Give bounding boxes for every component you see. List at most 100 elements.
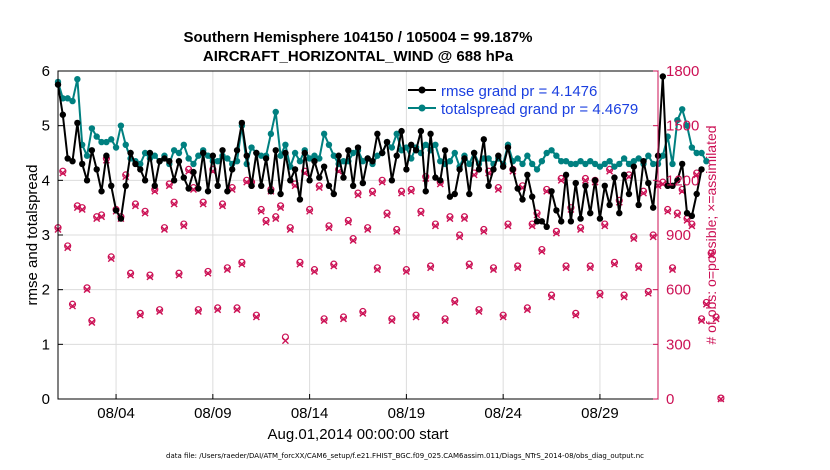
obs-assimilated-point	[286, 226, 294, 234]
obs-possible-point	[620, 291, 628, 299]
obs-possible-point	[717, 394, 725, 402]
totalspread-point	[611, 163, 618, 170]
obs-assimilated-point	[639, 189, 647, 197]
obs-possible-point	[446, 213, 454, 221]
totalspread-point	[606, 158, 613, 165]
obs-assimilated-point	[214, 306, 222, 314]
obs-possible-point	[431, 220, 440, 228]
x-axis-label: Aug.01,2014 00:00:00 start	[268, 426, 450, 443]
obs-assimilated-point	[252, 313, 260, 321]
obs-possible-point	[354, 189, 362, 197]
obs-assimilated-point	[93, 215, 101, 223]
totalspread-point	[108, 136, 115, 143]
totalspread-point	[514, 155, 521, 162]
totalspread-point	[64, 95, 71, 102]
obs-assimilated-point	[73, 204, 81, 212]
obs-assimilated-point	[465, 262, 473, 270]
rmse-point	[514, 185, 521, 192]
obs-assimilated-point	[427, 264, 435, 272]
rmse-point	[199, 149, 207, 157]
obs-possible-point	[78, 204, 86, 212]
rmse-point	[122, 182, 129, 189]
obs-possible-point	[388, 315, 396, 323]
obs-assimilated-point	[610, 260, 618, 268]
obs-assimilated-point	[630, 235, 638, 243]
totalspread-point	[703, 158, 710, 165]
obs-assimilated-point	[325, 224, 333, 232]
rmse-point	[456, 166, 463, 173]
obs-possible-point	[272, 213, 280, 221]
rmse-point	[228, 166, 236, 173]
rmse-point	[591, 177, 599, 184]
obs-possible-point	[572, 309, 580, 317]
obs-assimilated-point	[523, 306, 531, 314]
obs-possible-point	[306, 205, 314, 214]
obs-assimilated-point	[141, 209, 149, 217]
obs-possible-point	[378, 176, 386, 184]
totalspread-point	[558, 158, 565, 165]
obs-assimilated-point	[83, 286, 91, 294]
totalspread-point	[446, 158, 454, 165]
obs-possible-point	[141, 207, 149, 215]
y-tick-label: 1	[42, 336, 50, 353]
x-axis-ticks: 08/04 08/09 08/14 08/19 08/24 08/29	[97, 394, 619, 422]
obs-assimilated-point	[238, 260, 246, 268]
totalspread-point	[195, 152, 202, 159]
obs-assimilated-point	[233, 306, 241, 314]
obs-assimilated-point	[320, 317, 328, 325]
obs-possible-point	[673, 209, 681, 217]
rmse-point	[432, 174, 439, 181]
rmse-point	[427, 130, 434, 138]
obs-assimilated-point	[383, 211, 391, 219]
rmse-point	[180, 174, 188, 181]
totalspread-point	[616, 160, 623, 168]
obs-possible-point	[320, 315, 328, 323]
rmse-point	[316, 174, 323, 181]
obs-assimilated-point	[277, 204, 285, 212]
obs-assimilated-point	[601, 222, 609, 230]
totalspread-point	[553, 152, 560, 159]
obs-possible-point	[126, 269, 135, 277]
rmse-point	[572, 179, 579, 187]
totalspread-point	[519, 160, 526, 168]
rmse-point	[616, 209, 623, 217]
y-axis-ticks: 0 1 2 3 4 5 6	[42, 63, 63, 408]
obs-assimilated-point	[562, 264, 570, 272]
obs-possible-point	[339, 313, 348, 321]
totalspread-point	[69, 97, 76, 105]
rmse-point	[262, 155, 270, 162]
totalspread-point	[548, 147, 555, 154]
obs-assimilated-point	[702, 300, 710, 308]
obs-assimilated-point	[315, 184, 323, 192]
obs-possible-point	[252, 311, 260, 319]
totalspread-point	[674, 117, 681, 124]
obs-possible-point	[262, 216, 270, 225]
obs-possible-point	[107, 253, 115, 261]
y-right-tick-label: 300	[666, 336, 691, 353]
obs-assimilated-point	[369, 189, 377, 197]
rmse-point	[224, 188, 231, 195]
obs-possible-point	[702, 298, 710, 307]
totalspread-point	[437, 158, 444, 165]
totalspread-point	[693, 149, 700, 157]
obs-assimilated-point	[257, 207, 265, 215]
obs-possible-point	[146, 271, 154, 279]
totalspread-point	[422, 141, 429, 148]
rmse-point	[320, 163, 328, 170]
rmse-point	[587, 209, 594, 217]
obs-possible-point	[156, 306, 164, 314]
rmse-point	[645, 179, 652, 187]
y-right-tick-label: 600	[666, 282, 691, 299]
rmse-point	[422, 188, 429, 195]
rmse-point	[78, 160, 86, 168]
obs-possible-point	[122, 171, 130, 179]
totalspread-point	[272, 108, 279, 116]
totalspread-point	[98, 138, 105, 146]
totalspread-point	[137, 160, 144, 168]
y-tick-label: 5	[42, 118, 50, 135]
obs-possible-point	[218, 200, 227, 208]
rmse-point	[630, 163, 638, 170]
totalspread-point	[141, 149, 149, 157]
obs-assimilated-point	[717, 395, 725, 403]
obs-assimilated-point	[514, 264, 522, 272]
